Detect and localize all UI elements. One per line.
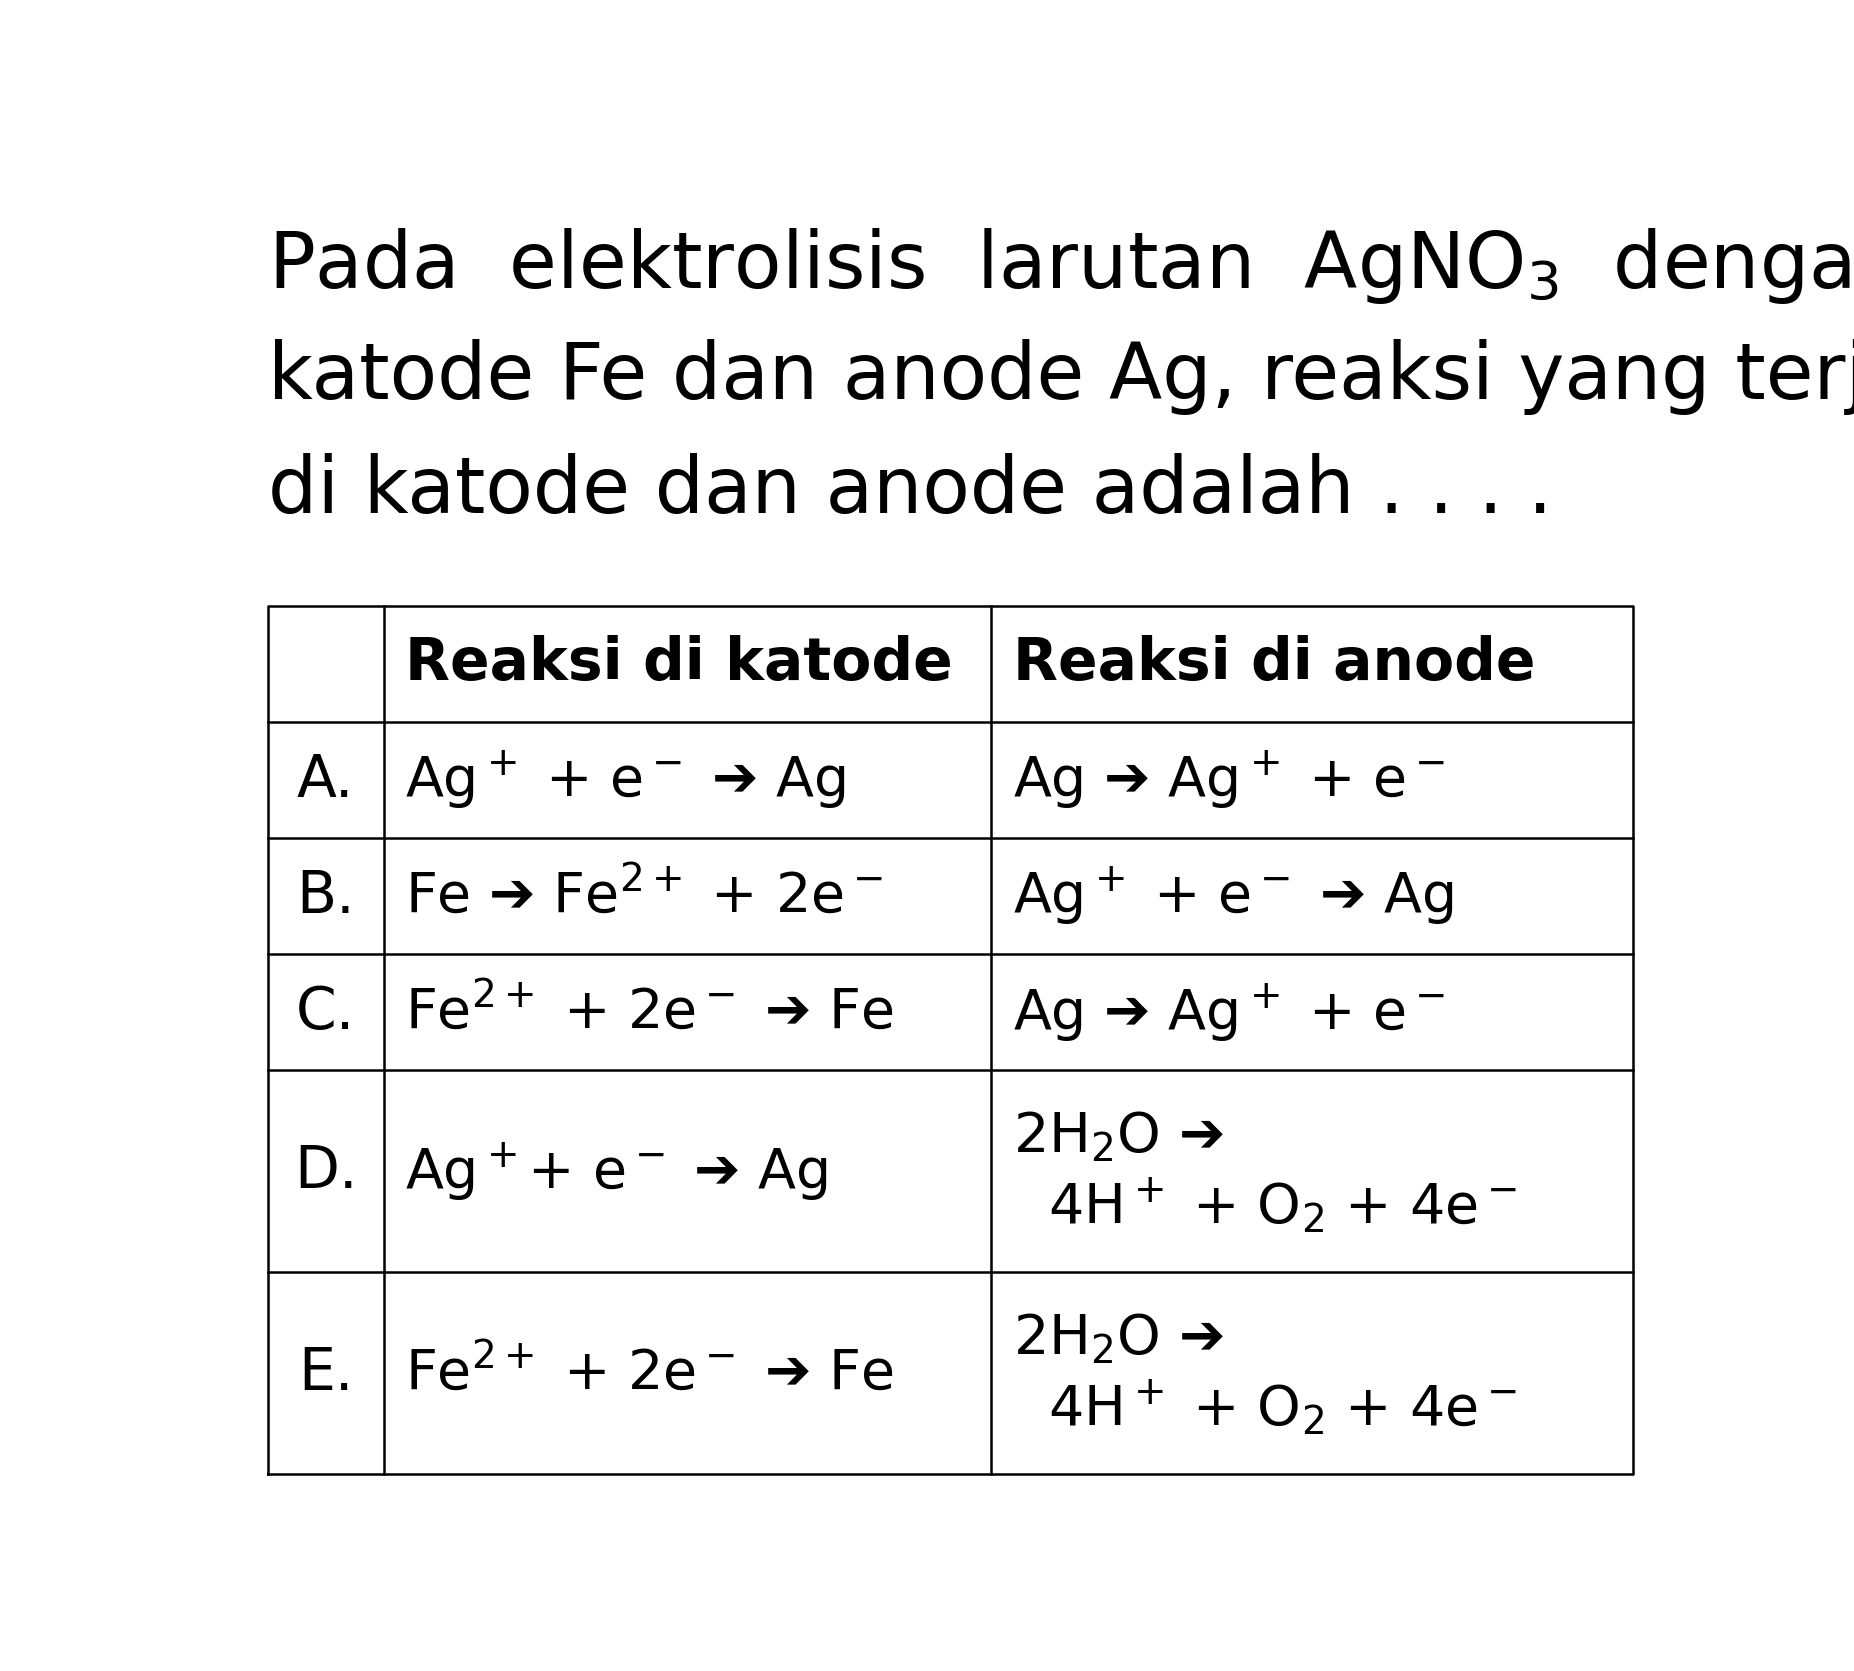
Text: Ag ➔ Ag$^+$ + e$^-$: Ag ➔ Ag$^+$ + e$^-$ (1012, 749, 1444, 812)
Text: Ag$^+$ + e$^-$ ➔ Ag: Ag$^+$ + e$^-$ ➔ Ag (1012, 866, 1454, 927)
Text: Ag$^+$+ e$^-$ ➔ Ag: Ag$^+$+ e$^-$ ➔ Ag (406, 1140, 829, 1203)
Text: C.: C. (297, 984, 356, 1041)
Text: Ag ➔ Ag$^+$ + e$^-$: Ag ➔ Ag$^+$ + e$^-$ (1012, 981, 1444, 1044)
Text: 4H$^+$ + O$_2$ + 4e$^-$: 4H$^+$ + O$_2$ + 4e$^-$ (1012, 1379, 1517, 1437)
Text: E.: E. (298, 1345, 354, 1402)
Text: 4H$^+$ + O$_2$ + 4e$^-$: 4H$^+$ + O$_2$ + 4e$^-$ (1012, 1176, 1517, 1235)
Text: 2H$_2$O ➔: 2H$_2$O ➔ (1012, 1110, 1224, 1165)
Text: Fe$^{2+}$ + 2e$^-$ ➔ Fe: Fe$^{2+}$ + 2e$^-$ ➔ Fe (406, 1345, 894, 1402)
Text: B.: B. (297, 867, 354, 924)
Text: 2H$_2$O ➔: 2H$_2$O ➔ (1012, 1312, 1224, 1365)
Text: A.: A. (297, 752, 354, 809)
Text: Reaksi di anode: Reaksi di anode (1012, 635, 1535, 692)
Text: Reaksi di katode: Reaksi di katode (406, 635, 953, 692)
Text: Ag$^+$ + e$^-$ ➔ Ag: Ag$^+$ + e$^-$ ➔ Ag (406, 749, 845, 812)
Text: Fe ➔ Fe$^{2+}$ + 2e$^-$: Fe ➔ Fe$^{2+}$ + 2e$^-$ (406, 869, 883, 924)
Text: Fe$^{2+}$ + 2e$^-$ ➔ Fe: Fe$^{2+}$ + 2e$^-$ ➔ Fe (406, 984, 894, 1039)
Text: Pada  elektrolisis  larutan  AgNO$_3$  dengan: Pada elektrolisis larutan AgNO$_3$ denga… (267, 226, 1854, 306)
Text: katode Fe dan anode Ag, reaksi yang terjadi: katode Fe dan anode Ag, reaksi yang terj… (267, 339, 1854, 416)
Text: di katode dan anode adalah . . . .: di katode dan anode adalah . . . . (267, 453, 1552, 528)
Text: D.: D. (295, 1143, 358, 1200)
